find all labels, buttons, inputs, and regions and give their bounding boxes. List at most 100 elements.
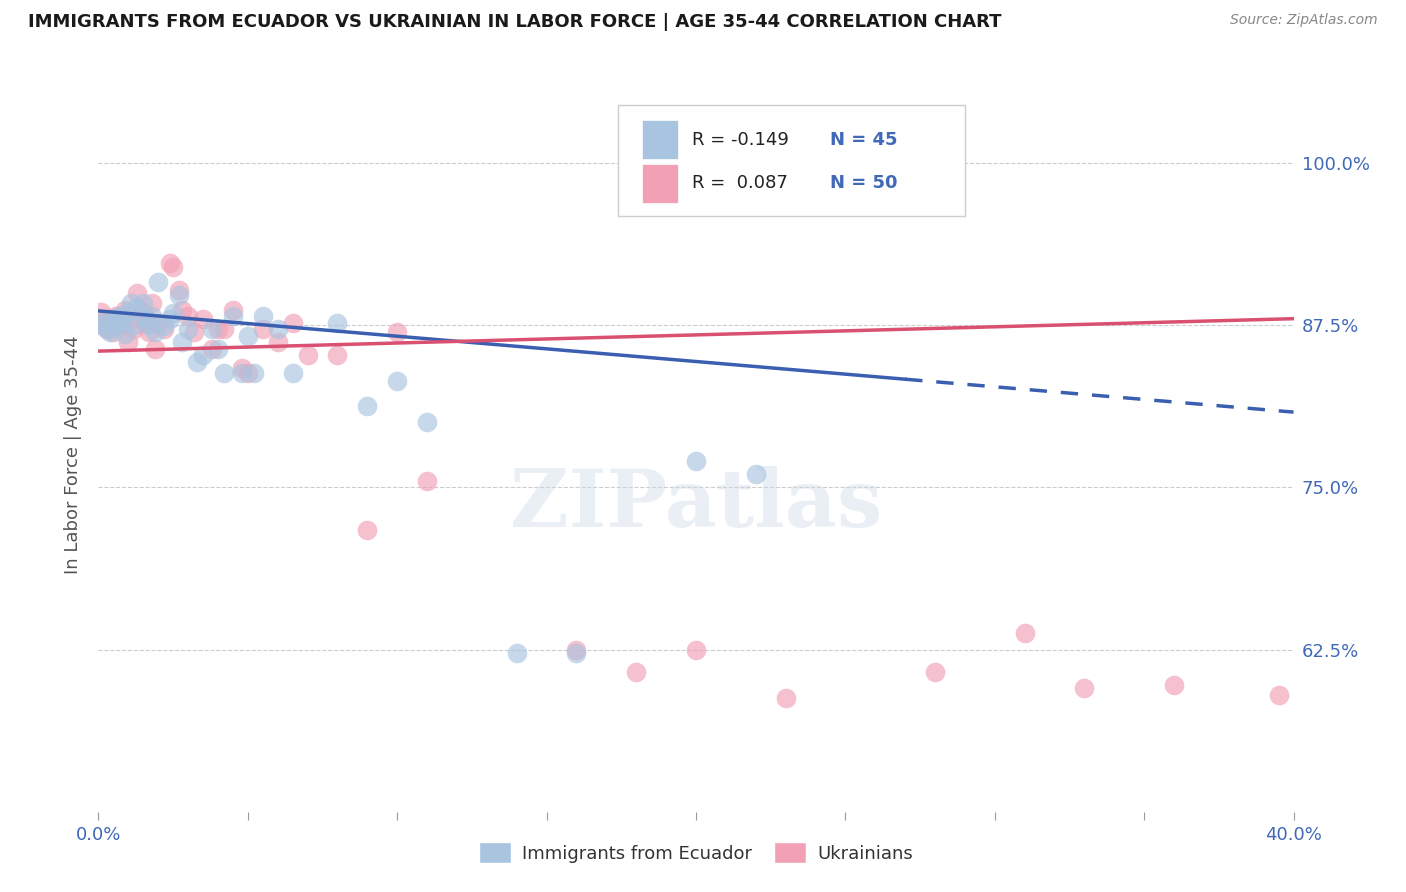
Point [111,318,134,333]
Point [135,316,157,330]
Point [281,316,304,330]
Point [236,328,259,343]
Point [565,642,588,657]
Text: Source: ZipAtlas.com: Source: ZipAtlas.com [1230,13,1378,28]
Point [385,325,409,339]
Point [297,348,319,362]
Point [124,318,146,333]
Point [356,523,378,537]
FancyBboxPatch shape [643,120,678,160]
Point [1163,677,1185,691]
Point [100,325,122,339]
Point [105,309,128,323]
Point [177,322,200,336]
Point [212,366,235,380]
Legend: Immigrants from Ecuador, Ukrainians: Immigrants from Ecuador, Ukrainians [471,835,921,871]
Point [135,311,157,326]
Point [924,665,946,679]
Point [141,296,163,310]
Point [148,276,170,290]
Text: ZIPatlas: ZIPatlas [510,466,882,544]
Point [1014,625,1036,640]
Point [143,342,166,356]
Point [506,647,529,661]
Point [267,322,290,336]
Text: N = 45: N = 45 [830,131,897,149]
Point [222,302,245,317]
Point [236,366,259,380]
Point [103,325,125,339]
Point [356,399,378,413]
Point [243,366,266,380]
Point [153,319,176,334]
Point [93,314,115,328]
Point [626,665,648,679]
Point [120,296,142,310]
Point [117,334,139,349]
Point [385,374,409,388]
Text: R =  0.087: R = 0.087 [692,174,789,193]
Y-axis label: In Labor Force | Age 35-44: In Labor Force | Age 35-44 [65,335,83,574]
Point [252,322,274,336]
Point [212,322,235,336]
Point [148,316,170,330]
Point [162,260,184,274]
Point [159,256,181,270]
Point [141,309,163,323]
FancyBboxPatch shape [643,164,678,203]
Text: IMMIGRANTS FROM ECUADOR VS UKRAINIAN IN LABOR FORCE | AGE 35-44 CORRELATION CHAR: IMMIGRANTS FROM ECUADOR VS UKRAINIAN IN … [28,13,1001,31]
Point [93,314,115,328]
Point [685,454,707,468]
Point [120,311,142,326]
Point [222,309,245,323]
Point [281,366,304,380]
FancyBboxPatch shape [619,105,965,216]
Point [565,647,588,661]
Point [127,301,149,316]
Point [1073,681,1095,696]
Point [108,309,131,323]
Point [201,322,224,336]
Point [111,314,134,328]
Point [267,334,290,349]
Point [162,306,184,320]
Point [191,348,214,362]
Point [207,322,229,336]
Point [132,296,155,310]
Point [114,302,136,317]
Point [167,288,190,302]
Point [416,416,439,430]
Point [117,305,139,319]
Point [183,325,205,339]
Point [326,316,349,330]
Point [231,366,253,380]
Point [172,302,194,317]
Point [326,348,349,362]
Point [114,327,136,342]
Point [96,322,118,336]
Point [124,322,146,336]
Point [100,311,122,326]
Point [143,325,166,339]
Text: R = -0.149: R = -0.149 [692,131,789,149]
Point [745,467,768,482]
Text: N = 50: N = 50 [830,174,897,193]
Point [252,309,274,323]
Point [1267,688,1289,702]
Point [108,318,131,333]
Point [231,361,253,376]
Point [159,311,181,326]
Point [172,334,194,349]
Point [90,305,112,319]
Point [105,318,128,333]
Point [132,305,155,319]
Point [127,285,149,300]
Point [201,342,224,356]
Point [186,354,208,368]
Point [416,474,439,488]
Point [96,322,118,336]
Point [138,325,160,339]
Point [177,309,200,323]
Point [103,311,125,326]
Point [685,642,707,657]
